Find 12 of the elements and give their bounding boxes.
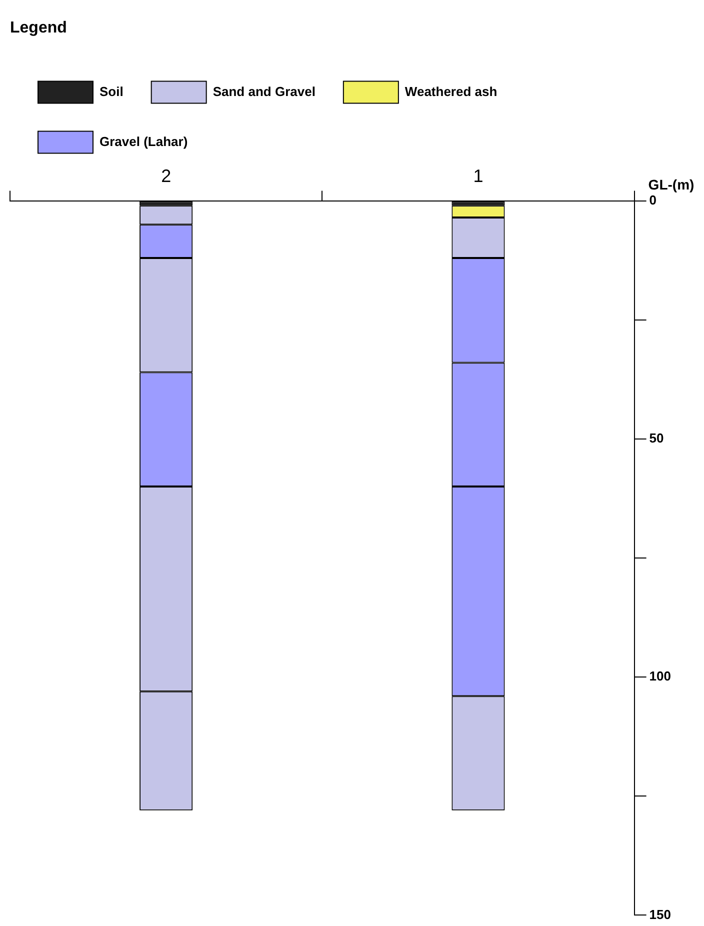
legend-label: Sand and Gravel (212, 84, 316, 99)
y-tick-label: 50 (649, 430, 664, 446)
y-tick-label: 150 (649, 906, 672, 922)
x-tick-label: 2 (161, 166, 172, 186)
legend-label: Weathered ash (404, 84, 498, 99)
y-tick-label: 100 (649, 668, 672, 684)
x-tick-label: 1 (473, 166, 484, 186)
legend-title: Legend (10, 19, 67, 36)
legend-label: Gravel (Lahar) (100, 134, 188, 149)
y-axis-title: GL-(m) (648, 176, 694, 193)
y-tick-label: 0 (649, 192, 657, 208)
legend-label: Soil (100, 84, 124, 99)
